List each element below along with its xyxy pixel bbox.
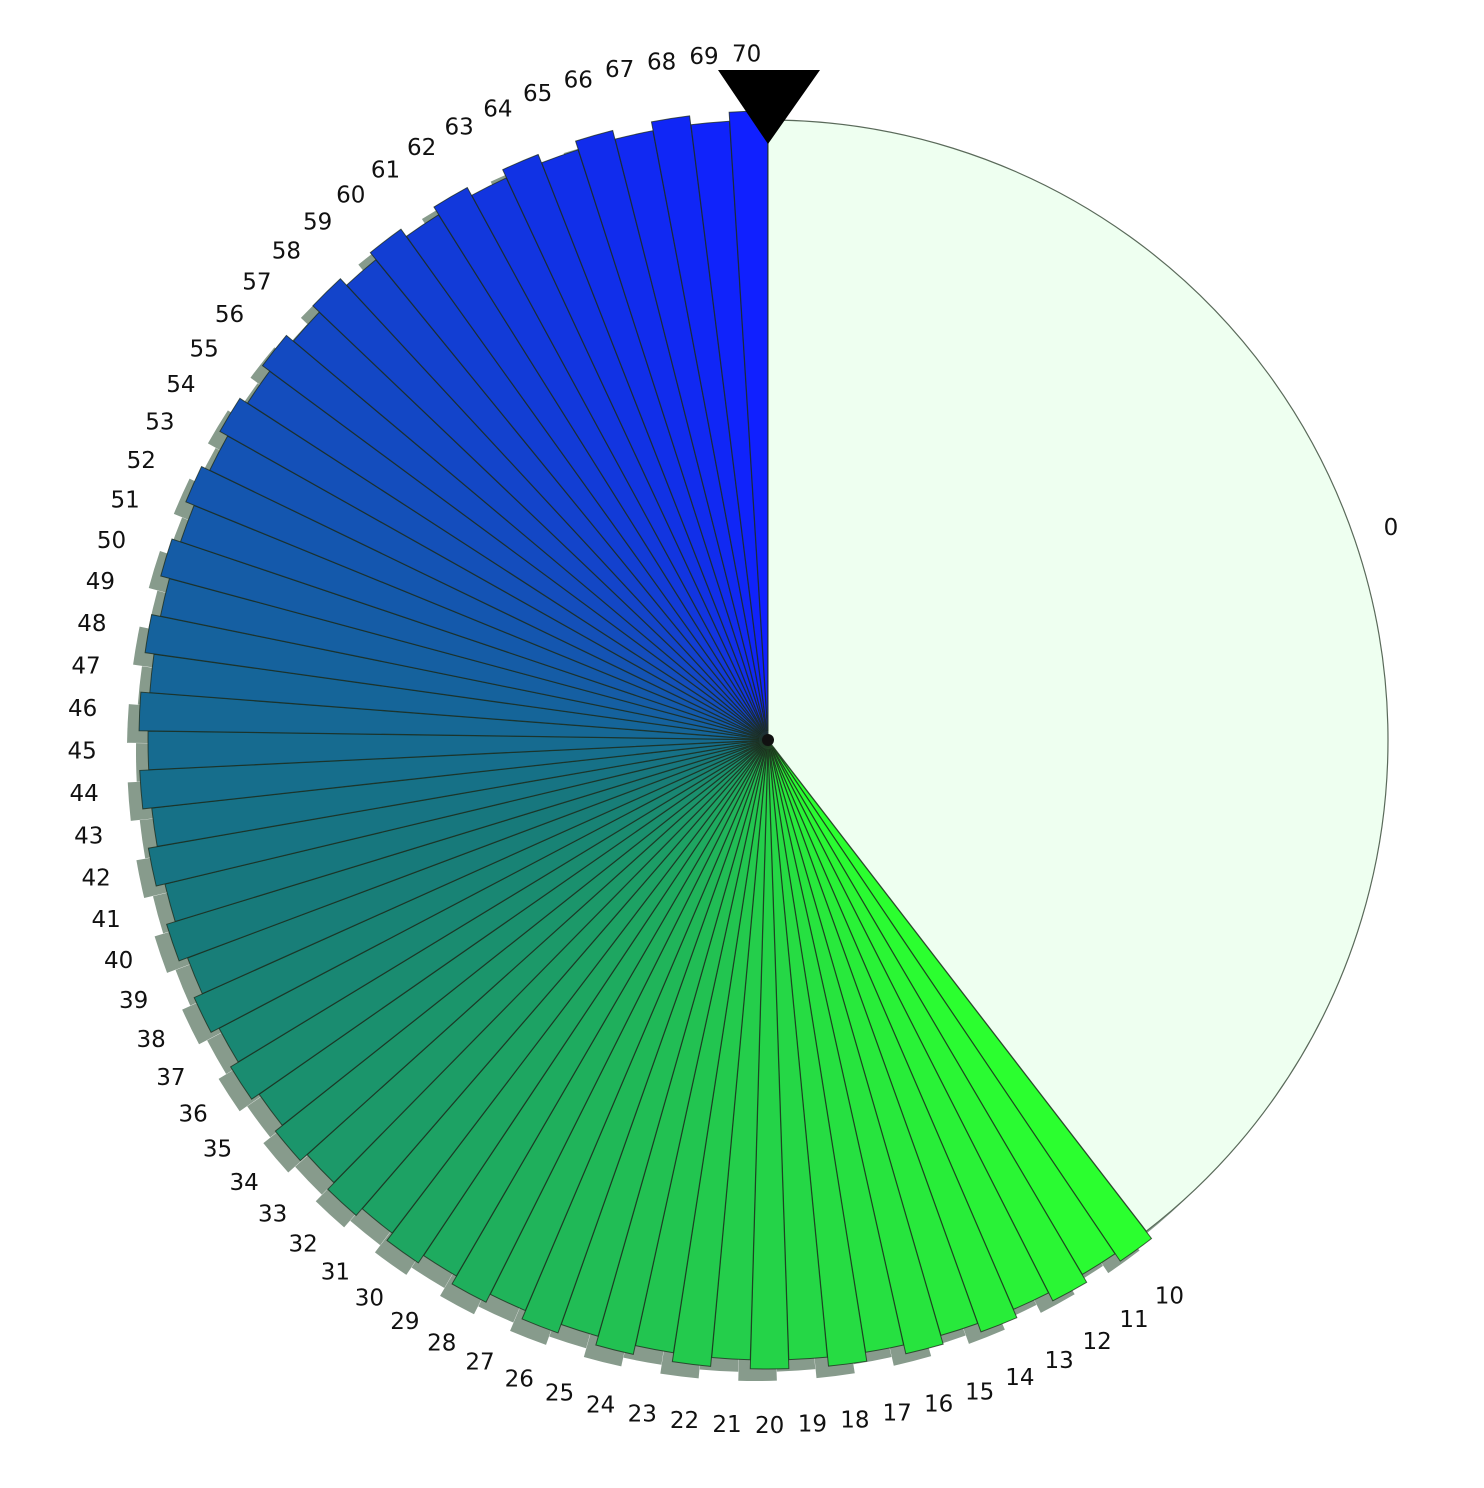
pie-slice-68 xyxy=(650,115,768,732)
slice-label-13: 13 xyxy=(1044,1348,1073,1374)
slice-label-51: 51 xyxy=(111,487,140,513)
slice-label-27: 27 xyxy=(465,1350,494,1376)
wedge-layer xyxy=(138,110,1389,1370)
pie-slice-52 xyxy=(185,465,760,737)
pie-slice-16 xyxy=(769,748,944,1355)
slice-label-68: 68 xyxy=(647,49,676,75)
slice-label-30: 30 xyxy=(355,1285,384,1311)
pie-slice-62 xyxy=(433,186,764,733)
slice-label-38: 38 xyxy=(136,1027,165,1053)
slice-label-35: 35 xyxy=(203,1136,232,1162)
slice-label-28: 28 xyxy=(427,1331,456,1357)
slice-label-53: 53 xyxy=(145,410,174,436)
marker-layer xyxy=(718,70,820,144)
center-layer xyxy=(762,734,774,746)
pie-slice-34 xyxy=(274,745,762,1162)
slice-label-20: 20 xyxy=(755,1413,784,1439)
pie-slice-50 xyxy=(160,538,760,738)
slice-label-17: 17 xyxy=(882,1401,911,1427)
pie-slice-64 xyxy=(502,153,765,732)
slice-label-61: 61 xyxy=(371,158,400,184)
pie-slice-20 xyxy=(749,748,790,1370)
slice-label-16: 16 xyxy=(924,1391,953,1417)
slice-label-33: 33 xyxy=(258,1202,287,1228)
pie-slice-60 xyxy=(369,228,763,734)
pie-slice-58 xyxy=(312,278,763,734)
slice-label-64: 64 xyxy=(483,96,512,122)
slice-label-49: 49 xyxy=(86,569,115,595)
slice-label-43: 43 xyxy=(74,824,103,850)
pie-slice-44 xyxy=(139,740,760,810)
pie-slice-30 xyxy=(386,747,764,1264)
slice-label-32: 32 xyxy=(288,1231,317,1257)
slice-label-24: 24 xyxy=(586,1392,615,1418)
slice-label-18: 18 xyxy=(840,1408,869,1434)
slice-label-40: 40 xyxy=(104,948,133,974)
slice-label-63: 63 xyxy=(445,114,474,140)
slice-label-46: 46 xyxy=(68,696,97,722)
slice-label-67: 67 xyxy=(605,57,634,83)
slice-label-58: 58 xyxy=(272,239,301,265)
slice-label-15: 15 xyxy=(965,1380,994,1406)
pie-slice-12 xyxy=(771,747,1088,1302)
pie-slice-42 xyxy=(147,741,760,887)
pie-slice-56 xyxy=(261,334,762,735)
slice-label-39: 39 xyxy=(119,988,148,1014)
pie-slice-36 xyxy=(229,744,761,1100)
slice-label-12: 12 xyxy=(1083,1329,1112,1355)
slice-label-45: 45 xyxy=(67,739,96,765)
pie-slice-40 xyxy=(165,742,760,962)
slice-label-47: 47 xyxy=(71,653,100,679)
slice-label-37: 37 xyxy=(156,1065,185,1091)
pointer-triangle-icon xyxy=(718,70,820,144)
pie-slice-24 xyxy=(595,748,767,1355)
slice-label-70: 70 xyxy=(732,41,761,67)
slice-label-41: 41 xyxy=(91,907,120,933)
slice-label-34: 34 xyxy=(229,1170,258,1196)
slice-label-29: 29 xyxy=(390,1309,419,1335)
pie-slice-0 xyxy=(767,119,1389,1233)
pie-slice-54 xyxy=(219,397,761,736)
pie-slice-38 xyxy=(193,743,761,1033)
pie-slice-26 xyxy=(521,748,766,1334)
slice-label-26: 26 xyxy=(505,1366,534,1392)
slice-label-50: 50 xyxy=(97,528,126,554)
slice-label-59: 59 xyxy=(303,209,332,235)
slice-label-25: 25 xyxy=(545,1381,574,1407)
slice-label-22: 22 xyxy=(670,1408,699,1434)
slice-label-19: 19 xyxy=(798,1412,827,1438)
pie-slice-10 xyxy=(772,746,1153,1262)
slice-label-31: 31 xyxy=(321,1259,350,1285)
label-layer: 0 10 11 12 13 14 15 16 17 18 19 20 21 22 23 24 25 26 27 28 2… xyxy=(67,41,1398,1439)
slice-label-69: 69 xyxy=(689,44,718,70)
pie-slice-66 xyxy=(574,129,766,732)
slice-label-36: 36 xyxy=(178,1101,207,1127)
slice-label-42: 42 xyxy=(82,866,111,892)
pie-slice-28 xyxy=(451,747,765,1303)
slice-label-60: 60 xyxy=(336,182,365,208)
slice-label-14: 14 xyxy=(1005,1365,1034,1391)
slice-label-55: 55 xyxy=(189,336,218,362)
slice-label-66: 66 xyxy=(564,68,593,94)
slice-label-65: 65 xyxy=(523,81,552,107)
slice-label-23: 23 xyxy=(628,1401,657,1427)
slice-label-52: 52 xyxy=(127,448,156,474)
pie-slice-18 xyxy=(768,748,868,1367)
slice-label-44: 44 xyxy=(69,781,98,807)
slice-label-10: 10 xyxy=(1155,1283,1184,1309)
center-dot xyxy=(762,734,774,746)
slice-label-11: 11 xyxy=(1119,1307,1148,1333)
pie-slice-32 xyxy=(327,746,763,1217)
slice-label-62: 62 xyxy=(407,135,436,161)
slice-label-21: 21 xyxy=(712,1412,741,1438)
pie-slice-48 xyxy=(144,614,760,739)
slice-label-48: 48 xyxy=(77,611,106,637)
pie-slice-14 xyxy=(770,748,1018,1333)
slice-label-54: 54 xyxy=(166,372,195,398)
slice-label-0: 0 xyxy=(1384,515,1399,541)
slice-label-57: 57 xyxy=(242,269,271,295)
slice-label-56: 56 xyxy=(215,302,244,328)
